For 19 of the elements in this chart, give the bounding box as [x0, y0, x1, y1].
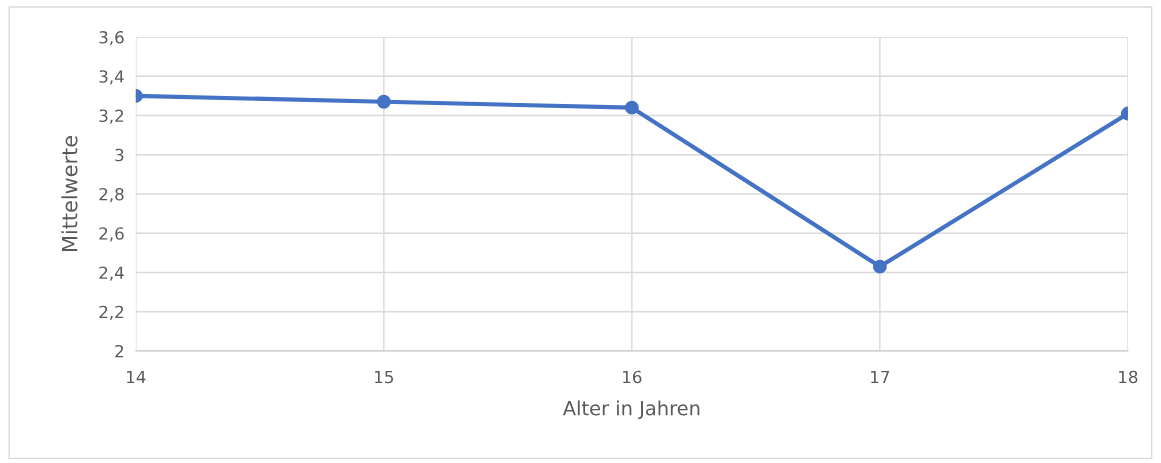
x-axis-title: Alter in Jahren	[562, 400, 700, 420]
x-tick-label: 14	[127, 370, 146, 384]
y-tick-label: 3,6	[99, 31, 124, 46]
x-tick-label: 17	[871, 370, 890, 384]
y-tick-label: 2	[115, 344, 124, 358]
y-tick-label: 2,6	[99, 227, 124, 242]
y-axis-title: Mittelwerte	[61, 136, 78, 252]
y-tick-label: 2,2	[99, 305, 124, 320]
point	[624, 100, 639, 115]
point	[376, 94, 391, 109]
x-tick-label: 15	[375, 370, 393, 384]
point	[872, 259, 887, 274]
y-tick-label: 3,2	[99, 109, 124, 124]
y-tick-label: 2,4	[99, 266, 124, 281]
y-tick-label: 3,4	[99, 70, 124, 85]
x-tick-label: 18	[1119, 370, 1138, 384]
x-tick-label: 16	[623, 370, 642, 384]
y-tick-label: 3	[115, 148, 124, 162]
y-tick-label: 2,8	[99, 187, 124, 203]
